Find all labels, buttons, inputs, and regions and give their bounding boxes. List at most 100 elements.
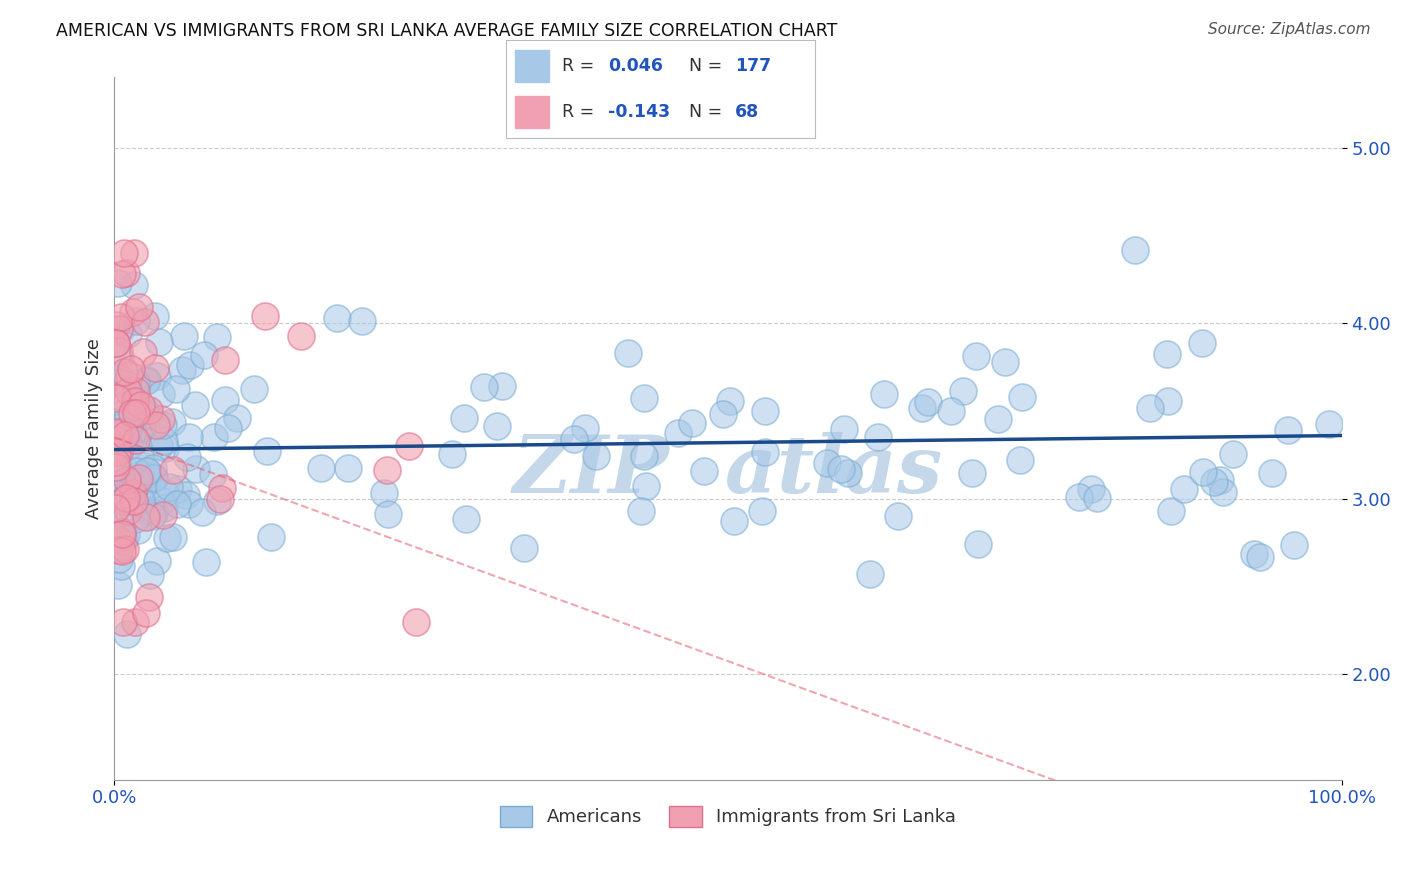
- Point: [112, 533, 135, 547]
- Point: [195, 555, 218, 569]
- Point: [129, 493, 152, 508]
- Point: [104, 433, 127, 447]
- Point: [125, 384, 148, 399]
- Text: -0.143: -0.143: [609, 103, 671, 121]
- Point: [114, 246, 136, 260]
- Point: [132, 480, 155, 494]
- Point: [630, 504, 652, 518]
- Point: [122, 277, 145, 292]
- Text: ZIP  atlas: ZIP atlas: [513, 432, 943, 509]
- Point: [681, 416, 703, 430]
- Point: [179, 358, 201, 372]
- Point: [143, 506, 166, 520]
- Point: [131, 421, 153, 435]
- Point: [453, 410, 475, 425]
- Point: [117, 409, 139, 423]
- Y-axis label: Average Family Size: Average Family Size: [86, 338, 103, 519]
- Point: [142, 470, 165, 484]
- Point: [152, 434, 174, 448]
- Point: [136, 464, 159, 478]
- Point: [114, 474, 136, 488]
- Point: [112, 365, 135, 379]
- Point: [108, 375, 131, 389]
- Point: [184, 398, 207, 412]
- Bar: [516, 96, 550, 128]
- Point: [128, 300, 150, 314]
- Point: [911, 401, 934, 415]
- Point: [718, 394, 741, 409]
- Point: [859, 566, 882, 581]
- Point: [146, 554, 169, 568]
- Point: [398, 439, 420, 453]
- Point: [1085, 491, 1108, 506]
- Point: [939, 403, 962, 417]
- Point: [120, 362, 142, 376]
- Point: [723, 514, 745, 528]
- Point: [155, 441, 177, 455]
- Point: [135, 606, 157, 620]
- Point: [118, 368, 141, 383]
- Point: [104, 500, 127, 515]
- Point: [121, 305, 143, 319]
- Point: [110, 558, 132, 573]
- Point: [156, 531, 179, 545]
- Point: [352, 314, 374, 328]
- Point: [114, 428, 136, 442]
- Point: [110, 310, 132, 325]
- Point: [166, 483, 188, 497]
- Point: [965, 349, 987, 363]
- Point: [105, 391, 128, 405]
- Point: [633, 449, 655, 463]
- Point: [150, 386, 173, 401]
- Point: [108, 542, 131, 557]
- Point: [162, 415, 184, 429]
- Point: [815, 456, 838, 470]
- Point: [124, 496, 146, 510]
- Point: [751, 504, 773, 518]
- Point: [177, 430, 200, 444]
- Point: [124, 493, 146, 508]
- Point: [1261, 466, 1284, 480]
- Point: [104, 336, 127, 351]
- Point: [112, 615, 135, 629]
- Point: [105, 501, 128, 516]
- Point: [1191, 465, 1213, 479]
- Text: N =: N =: [689, 57, 727, 75]
- Point: [633, 391, 655, 405]
- Point: [142, 460, 165, 475]
- Point: [1212, 484, 1234, 499]
- Point: [311, 460, 333, 475]
- Point: [193, 348, 215, 362]
- Point: [110, 322, 132, 336]
- Point: [127, 475, 149, 489]
- Point: [108, 481, 131, 495]
- Point: [124, 479, 146, 493]
- Point: [115, 464, 138, 478]
- Point: [115, 376, 138, 391]
- Point: [1249, 549, 1271, 564]
- Point: [108, 344, 131, 359]
- Point: [326, 310, 349, 325]
- Point: [170, 362, 193, 376]
- Point: [952, 384, 974, 398]
- Point: [148, 439, 170, 453]
- Point: [105, 533, 128, 547]
- Point: [152, 508, 174, 522]
- Point: [214, 392, 236, 407]
- Text: R =: R =: [562, 103, 599, 121]
- Point: [1317, 417, 1340, 432]
- Point: [142, 471, 165, 485]
- Point: [152, 494, 174, 508]
- Point: [124, 394, 146, 409]
- Point: [214, 353, 236, 368]
- Point: [148, 335, 170, 350]
- Point: [754, 403, 776, 417]
- Point: [1157, 394, 1180, 409]
- Point: [115, 266, 138, 280]
- Point: [886, 508, 908, 523]
- Point: [373, 486, 395, 500]
- Point: [121, 478, 143, 492]
- Point: [1067, 491, 1090, 505]
- Point: [118, 485, 141, 500]
- Point: [917, 394, 939, 409]
